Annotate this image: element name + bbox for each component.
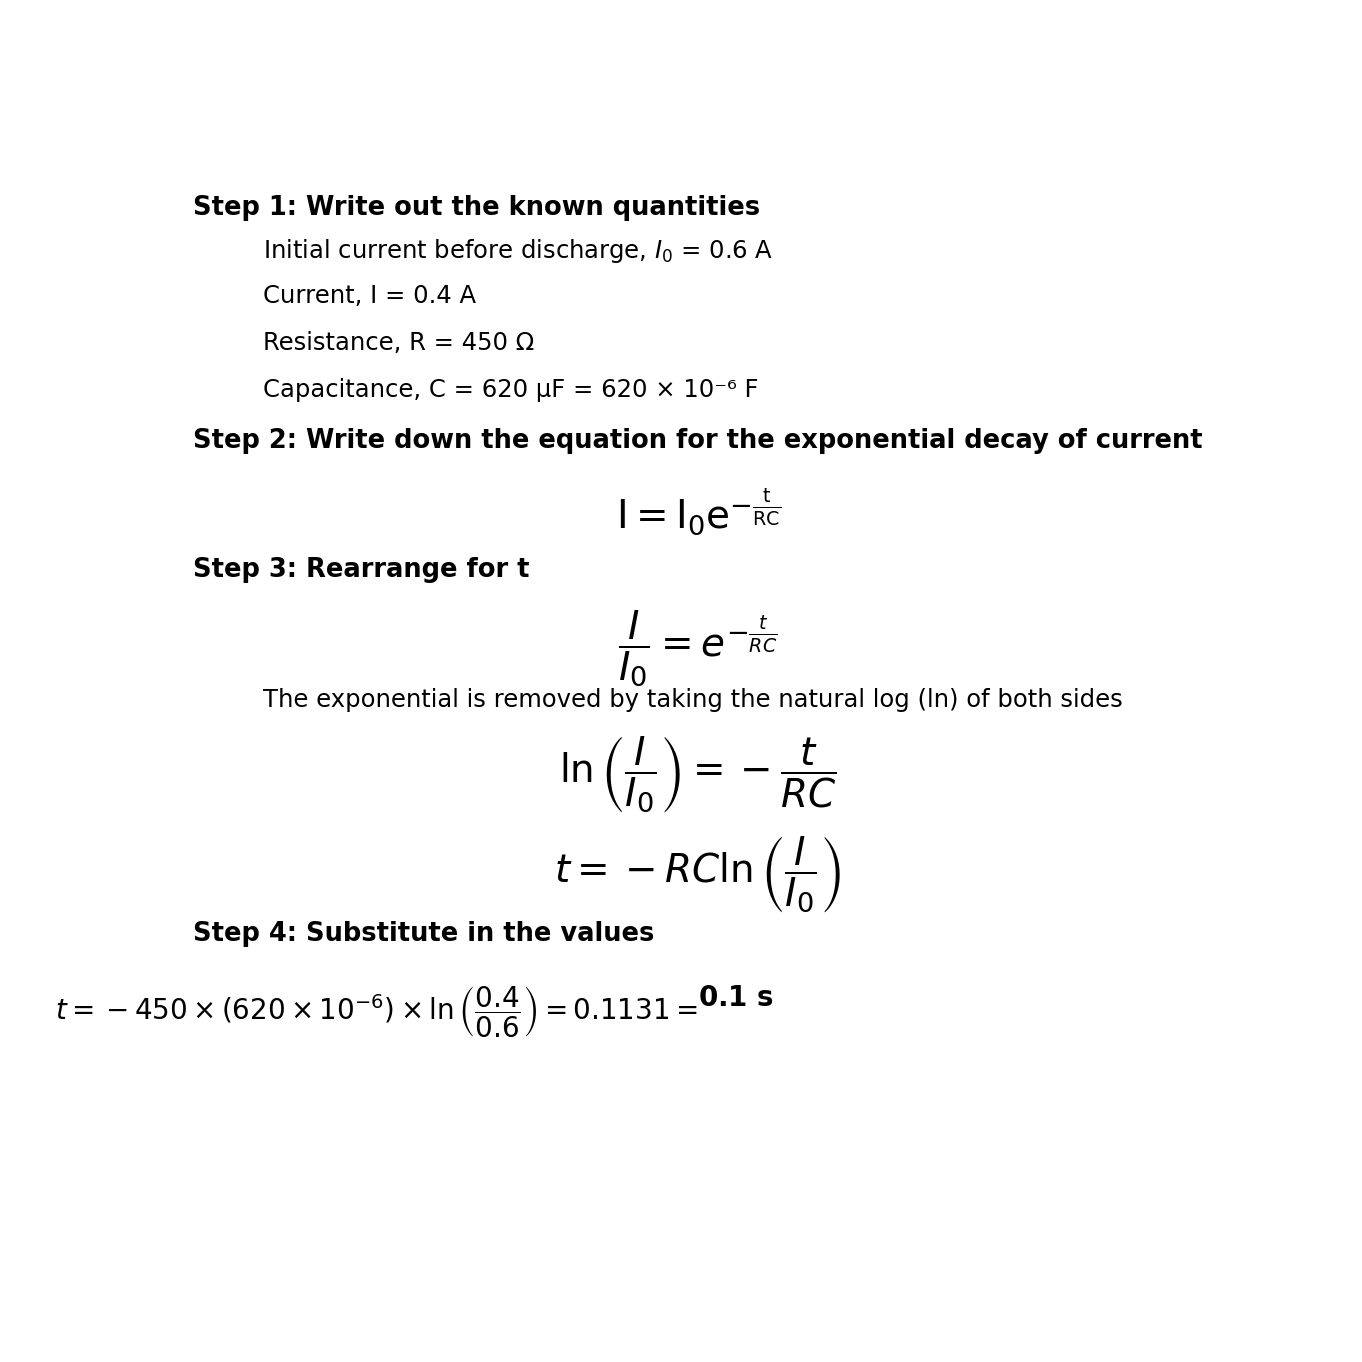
Text: The exponential is removed by taking the natural log (ln) of both sides: The exponential is removed by taking the…	[263, 688, 1122, 712]
Text: $\dfrac{I}{I_0} = e^{-\frac{t}{RC}}$: $\dfrac{I}{I_0} = e^{-\frac{t}{RC}}$	[618, 607, 778, 688]
Text: $\mathbf{0.1\ s}$: $\mathbf{0.1\ s}$	[697, 983, 774, 1012]
Text: Current, I = 0.4 A: Current, I = 0.4 A	[263, 285, 477, 308]
Text: $t = -RC\ln\left(\dfrac{I}{I_0}\right)$: $t = -RC\ln\left(\dfrac{I}{I_0}\right)$	[554, 835, 842, 915]
Text: Resistance, R = 450 Ω: Resistance, R = 450 Ω	[263, 331, 534, 355]
Text: Step 1: Write out the known quantities: Step 1: Write out the known quantities	[193, 195, 760, 221]
Text: Step 4: Substitute in the values: Step 4: Substitute in the values	[193, 921, 655, 947]
Text: Step 2: Write down the equation for the exponential decay of current: Step 2: Write down the equation for the …	[193, 428, 1203, 454]
Text: Step 3: Rearrange for t: Step 3: Rearrange for t	[193, 557, 530, 583]
Text: $\ln\left(\dfrac{I}{I_0}\right) = -\dfrac{t}{RC}$: $\ln\left(\dfrac{I}{I_0}\right) = -\dfra…	[560, 735, 836, 814]
Text: Initial current before discharge, $I_0$ = 0.6 A: Initial current before discharge, $I_0$ …	[263, 237, 774, 264]
Text: Capacitance, C = 620 μF = 620 × 10⁻⁶ F: Capacitance, C = 620 μF = 620 × 10⁻⁶ F	[263, 379, 759, 402]
Text: $t = -450 \times (620 \times 10^{-6}) \times \ln\left(\dfrac{0.4}{0.6}\right) = : $t = -450 \times (620 \times 10^{-6}) \t…	[56, 983, 697, 1039]
Text: $\mathdefault{I = I_0 e^{-\frac{t}{RC}}}$: $\mathdefault{I = I_0 e^{-\frac{t}{RC}}}…	[616, 486, 780, 537]
